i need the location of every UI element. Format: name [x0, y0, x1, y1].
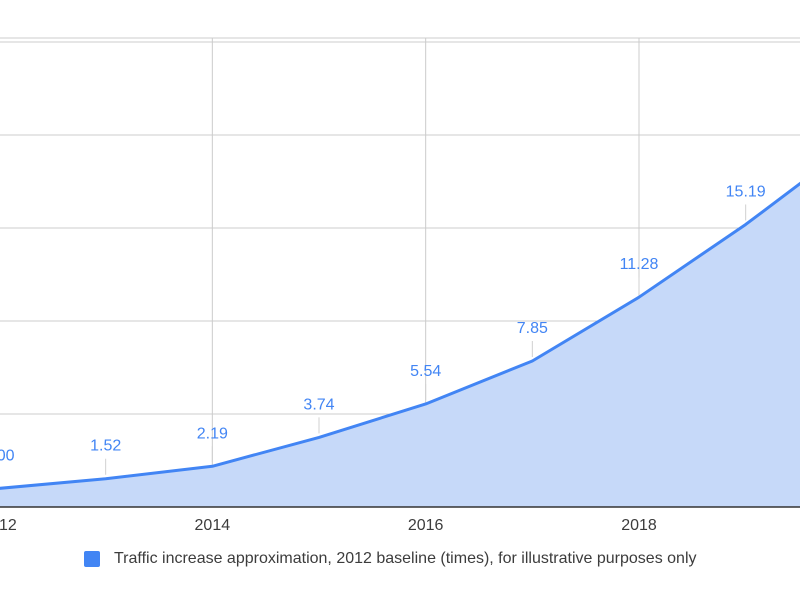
data-label: 3.74: [303, 396, 334, 413]
data-label: 15.19: [726, 183, 766, 200]
area-fill: [0, 183, 800, 507]
data-label: 11.28: [620, 256, 659, 273]
data-label: 1.52: [90, 438, 121, 455]
gridlines: [0, 37, 800, 507]
legend-swatch: [84, 551, 100, 567]
legend-label: Traffic increase approximation, 2012 bas…: [114, 550, 697, 567]
x-tick-label: 2018: [621, 517, 657, 534]
x-axis: 2012 2014 2016 2018: [0, 506, 800, 534]
data-label: 2.19: [197, 425, 228, 442]
legend[interactable]: Traffic increase approximation, 2012 bas…: [84, 549, 697, 569]
area-series: [0, 181, 800, 507]
data-label: 7.85: [517, 320, 548, 337]
data-labels: 1.00 1.52 2.19 3.74 5.54 7.85 11.28 15.19: [0, 183, 766, 475]
data-label: 5.54: [410, 363, 441, 380]
x-tick-label: 2014: [195, 517, 231, 534]
series-line: [0, 181, 800, 490]
data-label: 1.00: [0, 447, 15, 464]
x-tick-label: 2012: [0, 517, 17, 534]
x-tick-label: 2016: [408, 517, 444, 534]
